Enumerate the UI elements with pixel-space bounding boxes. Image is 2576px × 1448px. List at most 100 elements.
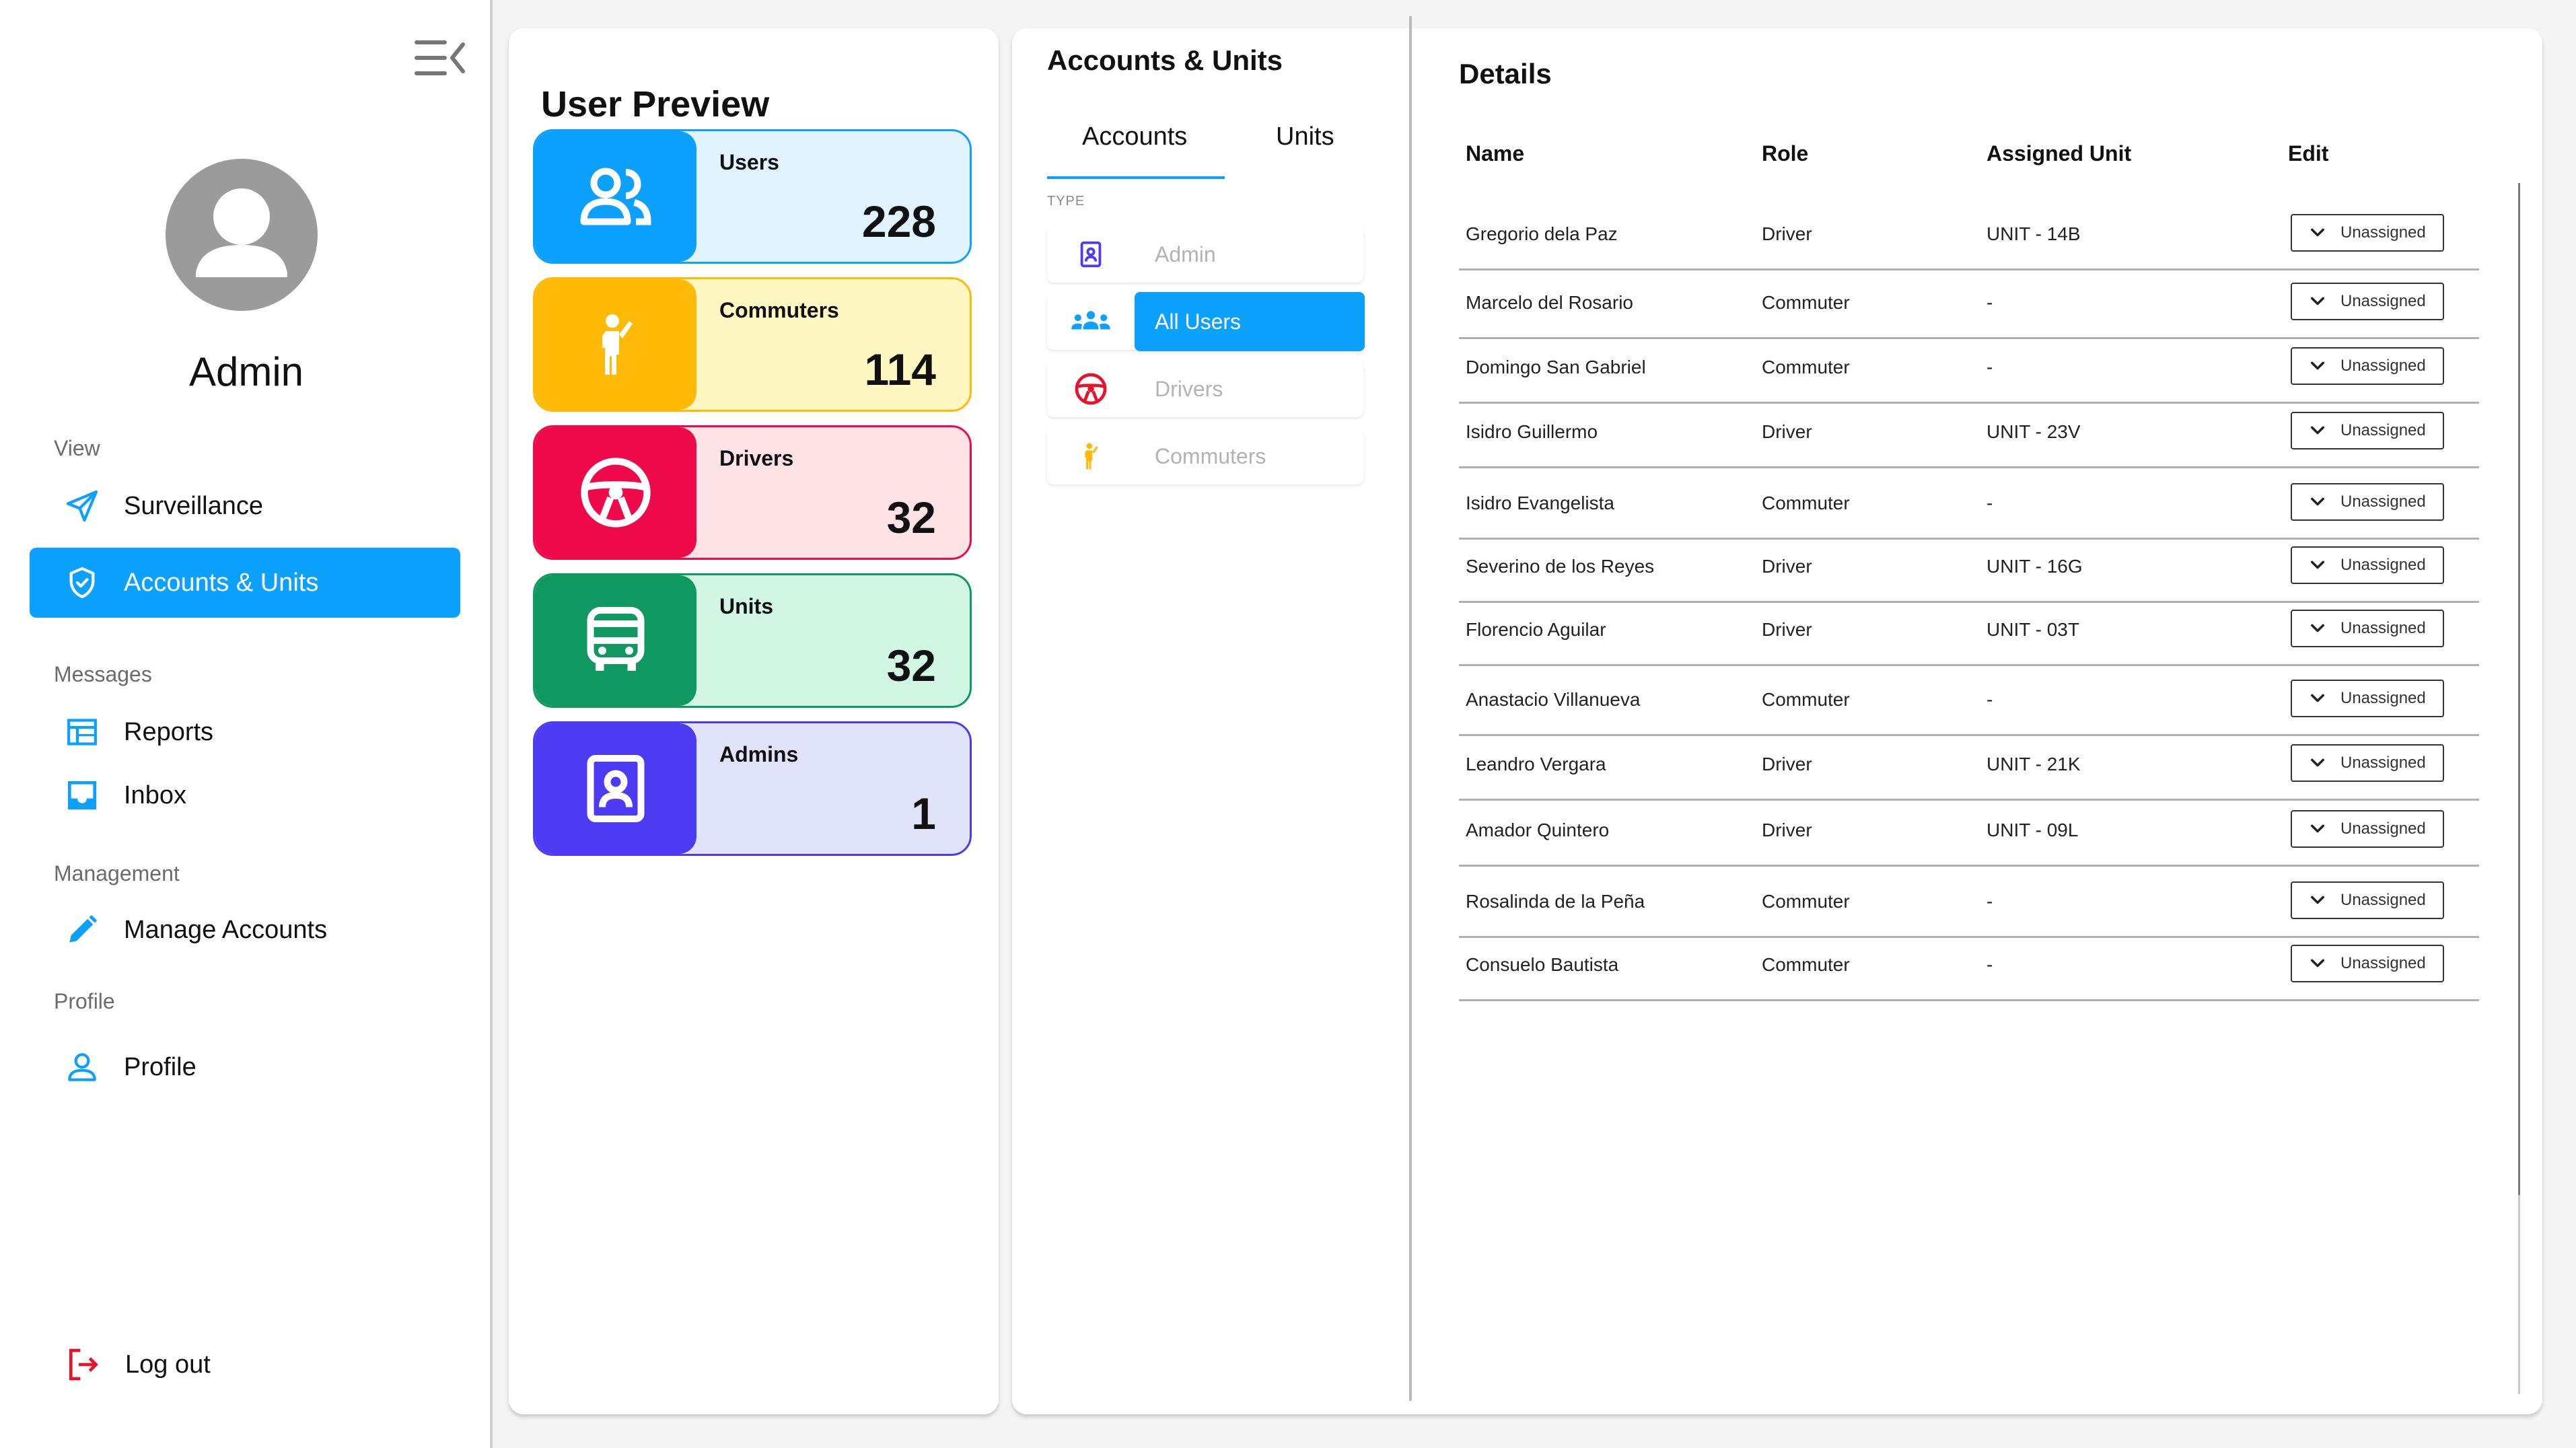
- stat-label: Admins: [719, 742, 799, 766]
- dropdown-value: Unassigned: [2340, 223, 2426, 242]
- stat-label: Units: [719, 594, 773, 618]
- users-icon: [535, 131, 696, 262]
- table-row: Gregorio dela Paz Driver UNIT - 14B Unassig…: [1459, 209, 2479, 270]
- type-filter-label: Drivers: [1155, 376, 1223, 401]
- dropdown-value: Unassigned: [2340, 493, 2426, 511]
- logout-button[interactable]: Log out: [65, 1346, 211, 1383]
- menu-collapse-icon[interactable]: [413, 36, 467, 79]
- cell-name: Consuelo Bautista: [1466, 954, 1619, 975]
- cell-assigned-unit: -: [1987, 292, 1993, 313]
- unit-assign-dropdown[interactable]: Unassigned: [2291, 412, 2444, 449]
- table-row: Consuelo Bautista Commuter - Unassigned: [1459, 939, 2479, 1001]
- unit-assign-dropdown[interactable]: Unassigned: [2291, 546, 2444, 584]
- shield-check-icon: [63, 564, 101, 602]
- stat-value: 228: [861, 196, 936, 246]
- nav-item-label: Reports: [124, 717, 214, 746]
- unit-assign-dropdown[interactable]: Unassigned: [2291, 744, 2444, 782]
- type-filter-all-users[interactable]: All Users: [1047, 292, 1365, 351]
- type-filter-admin[interactable]: Admin: [1047, 226, 1363, 283]
- cell-assigned-unit: -: [1987, 891, 1993, 912]
- unit-assign-dropdown[interactable]: Unassigned: [2291, 283, 2444, 320]
- unit-assign-dropdown[interactable]: Unassigned: [2291, 347, 2444, 385]
- stat-label: Commuters: [719, 298, 839, 322]
- unit-assign-dropdown[interactable]: Unassigned: [2291, 214, 2444, 252]
- table-row: Marcelo del Rosario Commuter - Unassigned: [1459, 277, 2479, 339]
- chevron-down-icon: [2308, 891, 2327, 910]
- unit-assign-dropdown[interactable]: Unassigned: [2291, 483, 2444, 521]
- table-row: Isidro Evangelista Commuter - Unassigned: [1459, 478, 2479, 540]
- cell-name: Domingo San Gabriel: [1466, 357, 1646, 377]
- chevron-down-icon: [2308, 754, 2327, 772]
- stat-card-users[interactable]: Users 228: [533, 129, 972, 264]
- column-header-unit: Assigned Unit: [1987, 141, 2132, 166]
- nav-item-surveillance[interactable]: Surveillance: [30, 471, 460, 541]
- nav-item-label: Accounts & Units: [124, 568, 319, 597]
- table-row: Severino de los Reyes Driver UNIT - 16G Una…: [1459, 541, 2479, 603]
- unit-assign-dropdown[interactable]: Unassigned: [2291, 810, 2444, 848]
- table-row: Florencio Aguilar Driver UNIT - 03T Unassig…: [1459, 604, 2479, 666]
- chevron-down-icon: [2308, 292, 2327, 311]
- stat-card-units[interactable]: Units 32: [533, 573, 972, 708]
- steering-wheel-icon: [535, 427, 696, 558]
- nav-item-manage-accounts[interactable]: Manage Accounts: [30, 895, 460, 965]
- unit-assign-dropdown[interactable]: Unassigned: [2291, 610, 2444, 647]
- nav-section-messages: Messages: [54, 662, 152, 686]
- tab-units[interactable]: Units: [1276, 122, 1334, 151]
- cell-assigned-unit: UNIT - 09L: [1987, 820, 2079, 840]
- admin-badge-icon: [535, 723, 696, 854]
- nav-item-label: Manage Accounts: [124, 915, 328, 944]
- table-row: Rosalinda de la Peña Commuter - Unassigned: [1459, 876, 2479, 938]
- nav-item-reports[interactable]: Reports: [30, 697, 460, 767]
- nav-section-management: Management: [54, 861, 180, 885]
- cell-role: Commuter: [1762, 357, 1850, 377]
- chevron-down-icon: [2308, 954, 2327, 973]
- nav-item-label: Surveillance: [124, 491, 263, 520]
- row-divider: [1459, 402, 2479, 404]
- cell-name: Amador Quintero: [1466, 820, 1610, 840]
- unit-assign-dropdown[interactable]: Unassigned: [2291, 881, 2444, 919]
- nav-item-inbox[interactable]: Inbox: [30, 760, 460, 830]
- chevron-down-icon: [2308, 357, 2327, 375]
- cell-name: Marcelo del Rosario: [1466, 292, 1633, 313]
- preview-title: User Preview: [541, 84, 770, 124]
- nav-item-profile[interactable]: Profile: [30, 1032, 460, 1102]
- cell-assigned-unit: -: [1987, 689, 1993, 710]
- nav-item-accounts-units[interactable]: Accounts & Units: [30, 548, 460, 618]
- main-panel: Accounts & Units Accounts Units TYPE Adm…: [1012, 16, 2542, 1414]
- dropdown-value: Unassigned: [2340, 954, 2426, 972]
- stat-card-drivers[interactable]: Drivers 32: [533, 425, 972, 560]
- person-icon: [63, 1048, 101, 1086]
- scrollbar-thumb[interactable]: [2518, 183, 2520, 1195]
- stat-card-commuters[interactable]: Commuters 114: [533, 277, 972, 412]
- scrollbar[interactable]: [2518, 183, 2520, 1394]
- cell-role: Commuter: [1762, 891, 1850, 912]
- stat-label: Drivers: [719, 446, 794, 470]
- type-filter-drivers[interactable]: Drivers: [1047, 361, 1363, 417]
- tab-accounts[interactable]: Accounts: [1082, 122, 1188, 151]
- stat-value: 114: [864, 345, 936, 394]
- row-divider: [1459, 865, 2479, 867]
- column-header-role: Role: [1762, 141, 1809, 166]
- column-header-name: Name: [1466, 141, 1525, 166]
- type-filter-commuters[interactable]: Commuters: [1047, 428, 1363, 484]
- details-title: Details: [1459, 58, 1552, 89]
- chevron-down-icon: [2308, 223, 2327, 242]
- nav-section-profile: Profile: [54, 989, 115, 1013]
- sidebar: Admin View Surveillance Accounts & Units…: [0, 0, 493, 1448]
- chevron-down-icon: [2308, 556, 2327, 575]
- stat-value: 1: [911, 789, 936, 838]
- unit-assign-dropdown[interactable]: Unassigned: [2291, 945, 2444, 982]
- stat-card-admins[interactable]: Admins 1: [533, 721, 972, 856]
- dropdown-value: Unassigned: [2340, 820, 2426, 838]
- cell-assigned-unit: UNIT - 14B: [1987, 223, 2081, 244]
- inbox-icon: [63, 776, 101, 814]
- cell-name: Isidro Evangelista: [1466, 493, 1615, 513]
- cell-assigned-unit: -: [1987, 357, 1993, 377]
- table-row: Anastacio Villanueva Commuter - Unassigned: [1459, 674, 2479, 736]
- row-divider: [1459, 466, 2479, 468]
- logout-label: Log out: [125, 1350, 211, 1379]
- table-row: Amador Quintero Driver UNIT - 09L Unassigne…: [1459, 805, 2479, 867]
- selected-highlight: [1135, 292, 1365, 351]
- unit-assign-dropdown[interactable]: Unassigned: [2291, 680, 2444, 717]
- cell-assigned-unit: UNIT - 23V: [1987, 421, 2081, 442]
